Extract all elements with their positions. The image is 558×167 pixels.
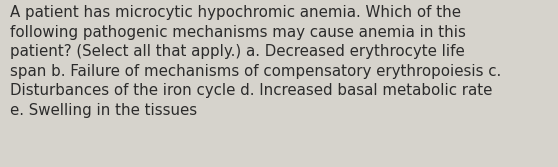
Text: A patient has microcytic hypochromic anemia. Which of the
following pathogenic m: A patient has microcytic hypochromic ane… [10,5,501,118]
